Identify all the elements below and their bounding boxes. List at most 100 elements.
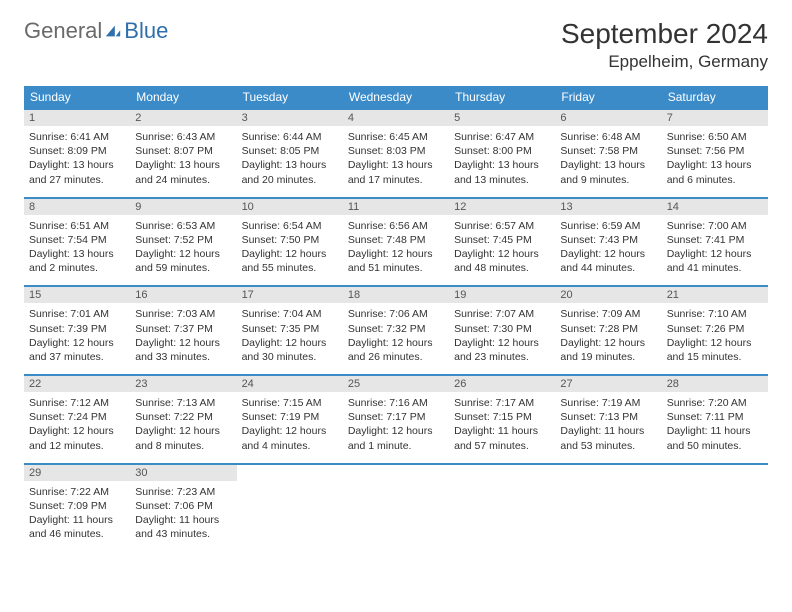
calendar-cell: 4Sunrise: 6:45 AMSunset: 8:03 PMDaylight… <box>343 108 449 197</box>
daylight-text: Daylight: 11 hours and 57 minutes. <box>454 424 550 452</box>
calendar-cell: .. <box>449 463 555 552</box>
sunrise-text: Sunrise: 7:09 AM <box>560 307 656 321</box>
calendar-cell: 3Sunrise: 6:44 AMSunset: 8:05 PMDaylight… <box>237 108 343 197</box>
date-number: 2 <box>130 110 236 126</box>
sunset-text: Sunset: 7:26 PM <box>667 322 763 336</box>
daylight-text: Daylight: 11 hours and 43 minutes. <box>135 513 231 541</box>
sunset-text: Sunset: 8:03 PM <box>348 144 444 158</box>
date-number: 9 <box>130 199 236 215</box>
sunset-text: Sunset: 7:58 PM <box>560 144 656 158</box>
daylight-text: Daylight: 12 hours and 44 minutes. <box>560 247 656 275</box>
day-info: Sunrise: 7:04 AMSunset: 7:35 PMDaylight:… <box>237 303 343 374</box>
daylight-text: Daylight: 12 hours and 23 minutes. <box>454 336 550 364</box>
calendar-row: 8Sunrise: 6:51 AMSunset: 7:54 PMDaylight… <box>24 197 768 286</box>
date-number: 10 <box>237 199 343 215</box>
sunset-text: Sunset: 7:54 PM <box>29 233 125 247</box>
sunrise-text: Sunrise: 6:50 AM <box>667 130 763 144</box>
sunrise-text: Sunrise: 7:23 AM <box>135 485 231 499</box>
date-number: 30 <box>130 465 236 481</box>
date-number: 5 <box>449 110 555 126</box>
daylight-text: Daylight: 13 hours and 13 minutes. <box>454 158 550 186</box>
date-number: 28 <box>662 376 768 392</box>
sunset-text: Sunset: 7:06 PM <box>135 499 231 513</box>
sunrise-text: Sunrise: 6:54 AM <box>242 219 338 233</box>
day-info: Sunrise: 7:12 AMSunset: 7:24 PMDaylight:… <box>24 392 130 463</box>
calendar-cell: 10Sunrise: 6:54 AMSunset: 7:50 PMDayligh… <box>237 197 343 286</box>
date-number: 11 <box>343 199 449 215</box>
sunset-text: Sunset: 7:39 PM <box>29 322 125 336</box>
calendar-cell: 27Sunrise: 7:19 AMSunset: 7:13 PMDayligh… <box>555 374 661 463</box>
daylight-text: Daylight: 12 hours and 48 minutes. <box>454 247 550 275</box>
day-info: Sunrise: 6:43 AMSunset: 8:07 PMDaylight:… <box>130 126 236 197</box>
calendar-cell: 12Sunrise: 6:57 AMSunset: 7:45 PMDayligh… <box>449 197 555 286</box>
daylight-text: Daylight: 12 hours and 8 minutes. <box>135 424 231 452</box>
calendar-cell: 28Sunrise: 7:20 AMSunset: 7:11 PMDayligh… <box>662 374 768 463</box>
daylight-text: Daylight: 12 hours and 55 minutes. <box>242 247 338 275</box>
day-info: Sunrise: 7:07 AMSunset: 7:30 PMDaylight:… <box>449 303 555 374</box>
weekday-header: Wednesday <box>343 86 449 108</box>
calendar-cell: 11Sunrise: 6:56 AMSunset: 7:48 PMDayligh… <box>343 197 449 286</box>
sunrise-text: Sunrise: 6:44 AM <box>242 130 338 144</box>
day-info: Sunrise: 6:45 AMSunset: 8:03 PMDaylight:… <box>343 126 449 197</box>
date-number: 16 <box>130 287 236 303</box>
sunset-text: Sunset: 7:19 PM <box>242 410 338 424</box>
daylight-text: Daylight: 11 hours and 46 minutes. <box>29 513 125 541</box>
day-info: Sunrise: 6:47 AMSunset: 8:00 PMDaylight:… <box>449 126 555 197</box>
sunrise-text: Sunrise: 7:06 AM <box>348 307 444 321</box>
sunset-text: Sunset: 7:48 PM <box>348 233 444 247</box>
sunrise-text: Sunrise: 7:12 AM <box>29 396 125 410</box>
sunset-text: Sunset: 7:30 PM <box>454 322 550 336</box>
daylight-text: Daylight: 13 hours and 17 minutes. <box>348 158 444 186</box>
sunrise-text: Sunrise: 6:59 AM <box>560 219 656 233</box>
calendar-cell: 24Sunrise: 7:15 AMSunset: 7:19 PMDayligh… <box>237 374 343 463</box>
date-number: 27 <box>555 376 661 392</box>
daylight-text: Daylight: 12 hours and 30 minutes. <box>242 336 338 364</box>
daylight-text: Daylight: 13 hours and 2 minutes. <box>29 247 125 275</box>
date-number: 24 <box>237 376 343 392</box>
calendar-cell: .. <box>343 463 449 552</box>
sunset-text: Sunset: 7:17 PM <box>348 410 444 424</box>
sunrise-text: Sunrise: 6:51 AM <box>29 219 125 233</box>
date-number: 17 <box>237 287 343 303</box>
date-number: 25 <box>343 376 449 392</box>
sunrise-text: Sunrise: 6:41 AM <box>29 130 125 144</box>
sunrise-text: Sunrise: 7:20 AM <box>667 396 763 410</box>
sunrise-text: Sunrise: 7:19 AM <box>560 396 656 410</box>
calendar-row: 15Sunrise: 7:01 AMSunset: 7:39 PMDayligh… <box>24 285 768 374</box>
sunrise-text: Sunrise: 6:45 AM <box>348 130 444 144</box>
weekday-header: Tuesday <box>237 86 343 108</box>
calendar-cell: 19Sunrise: 7:07 AMSunset: 7:30 PMDayligh… <box>449 285 555 374</box>
sunset-text: Sunset: 7:13 PM <box>560 410 656 424</box>
day-info: Sunrise: 7:01 AMSunset: 7:39 PMDaylight:… <box>24 303 130 374</box>
sunset-text: Sunset: 7:24 PM <box>29 410 125 424</box>
weekday-header: Thursday <box>449 86 555 108</box>
date-number: 3 <box>237 110 343 126</box>
date-number: 18 <box>343 287 449 303</box>
calendar-cell: 9Sunrise: 6:53 AMSunset: 7:52 PMDaylight… <box>130 197 236 286</box>
sunset-text: Sunset: 7:41 PM <box>667 233 763 247</box>
daylight-text: Daylight: 12 hours and 19 minutes. <box>560 336 656 364</box>
day-info: Sunrise: 7:15 AMSunset: 7:19 PMDaylight:… <box>237 392 343 463</box>
sunset-text: Sunset: 8:05 PM <box>242 144 338 158</box>
day-info: Sunrise: 7:03 AMSunset: 7:37 PMDaylight:… <box>130 303 236 374</box>
sunrise-text: Sunrise: 7:22 AM <box>29 485 125 499</box>
calendar-cell: 30 Sunrise: 7:23 AMSunset: 7:06 PMDayligh… <box>130 463 236 552</box>
daylight-text: Daylight: 12 hours and 59 minutes. <box>135 247 231 275</box>
calendar-cell: .. <box>237 463 343 552</box>
calendar-cell: 16Sunrise: 7:03 AMSunset: 7:37 PMDayligh… <box>130 285 236 374</box>
weekday-header: Monday <box>130 86 236 108</box>
logo: General Blue <box>24 18 168 44</box>
day-info: Sunrise: 7:09 AMSunset: 7:28 PMDaylight:… <box>555 303 661 374</box>
date-number: 8 <box>24 199 130 215</box>
sunrise-text: Sunrise: 7:00 AM <box>667 219 763 233</box>
day-info: Sunrise: 7:17 AMSunset: 7:15 PMDaylight:… <box>449 392 555 463</box>
day-info: Sunrise: 6:48 AMSunset: 7:58 PMDaylight:… <box>555 126 661 197</box>
date-number: 4 <box>343 110 449 126</box>
date-number: 20 <box>555 287 661 303</box>
date-number: 29 <box>24 465 130 481</box>
calendar-cell: 29Sunrise: 7:22 AMSunset: 7:09 PMDayligh… <box>24 463 130 552</box>
calendar-cell: 15Sunrise: 7:01 AMSunset: 7:39 PMDayligh… <box>24 285 130 374</box>
day-info: Sunrise: 7:13 AMSunset: 7:22 PMDaylight:… <box>130 392 236 463</box>
daylight-text: Daylight: 12 hours and 4 minutes. <box>242 424 338 452</box>
day-info: Sunrise: 7:10 AMSunset: 7:26 PMDaylight:… <box>662 303 768 374</box>
